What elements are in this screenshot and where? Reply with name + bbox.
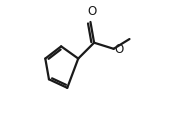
Text: O: O [87,5,96,18]
Text: O: O [114,43,124,56]
